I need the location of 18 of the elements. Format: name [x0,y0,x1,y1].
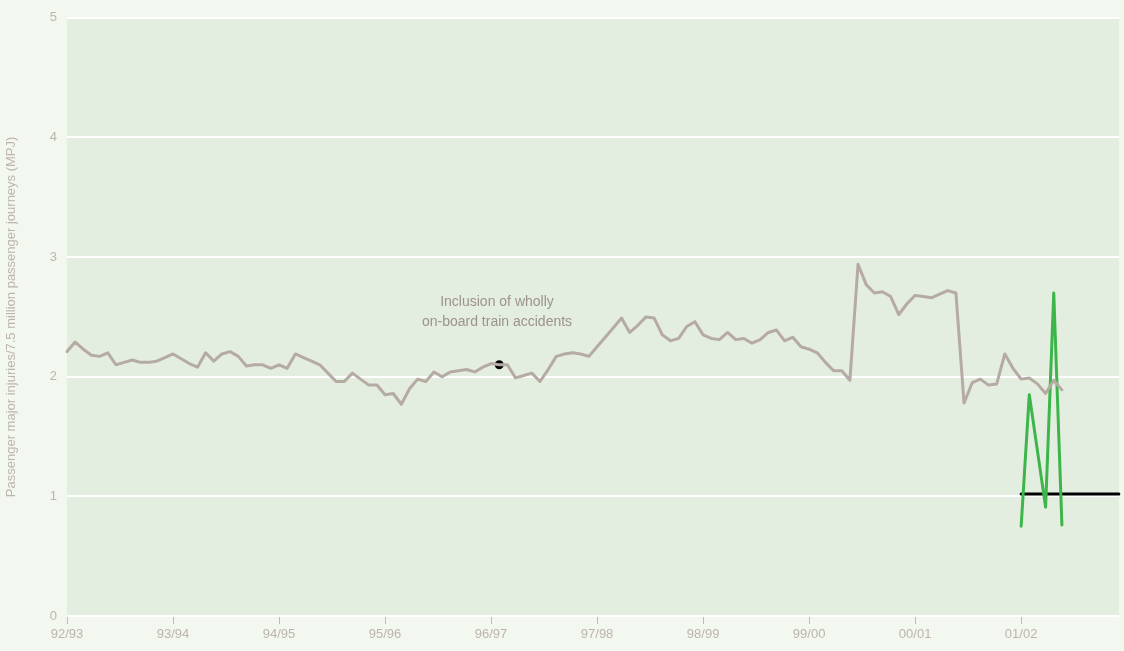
y-tick-label: 5 [49,9,57,25]
x-tick-label: 94/95 [262,626,296,642]
y-tick-label: 3 [49,248,57,264]
x-tick-label: 92/93 [50,626,84,642]
y-tick-label: 2 [49,368,57,384]
y-tick-label: 0 [49,607,57,623]
x-tick-label: 99/00 [792,626,826,642]
annotation: Inclusion of wholly on-board train accidents [421,293,573,329]
x-tick-label: 00/01 [898,626,932,642]
x-tick-label: 97/98 [580,626,614,642]
y-tick-label: 1 [49,487,57,503]
y-axis-title: Passenger major injuries/7.5 million passenger journeys (MPJ) [3,136,19,498]
x-tick-label: 95/96 [368,626,402,642]
x-tick-label: 96/97 [474,626,508,642]
y-tick-label: 4 [49,129,57,145]
x-tick-label: 98/99 [686,626,720,642]
x-tick-label: 93/94 [156,626,190,642]
x-tick-label: 01/02 [1004,626,1038,642]
